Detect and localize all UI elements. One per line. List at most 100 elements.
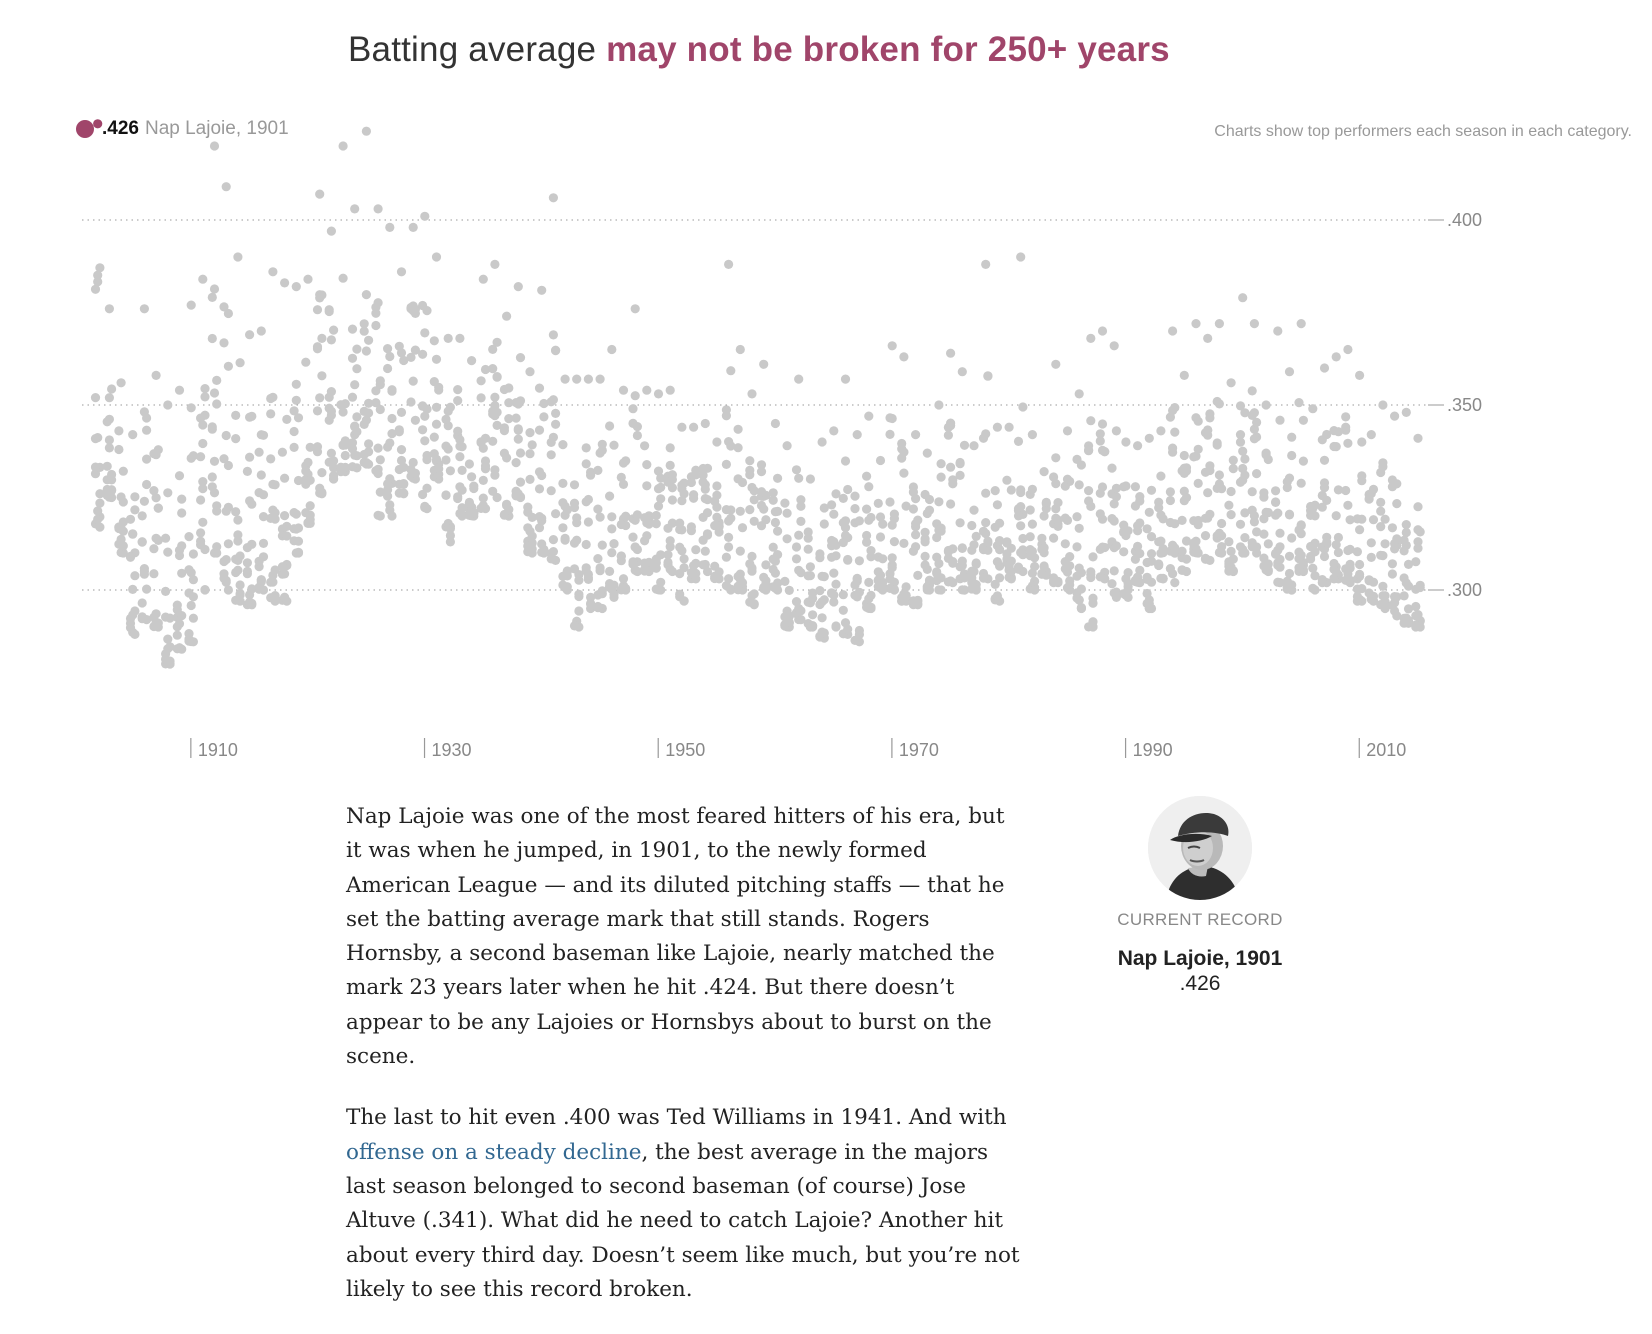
data-point <box>247 499 257 509</box>
data-point <box>1317 502 1327 512</box>
data-point <box>266 409 276 419</box>
data-point <box>702 508 713 518</box>
data-point <box>875 570 886 580</box>
data-point <box>490 411 500 421</box>
data-point <box>1263 539 1273 549</box>
data-point <box>1411 557 1421 567</box>
data-point <box>441 414 451 424</box>
data-point <box>691 465 701 475</box>
data-point <box>651 519 661 529</box>
data-point <box>235 590 245 600</box>
data-point <box>1027 430 1037 440</box>
data-point <box>196 495 206 505</box>
data-point <box>1368 515 1379 525</box>
data-point <box>1109 566 1119 576</box>
data-point <box>1341 564 1351 574</box>
data-point <box>924 575 935 585</box>
data-point <box>1226 486 1236 497</box>
data-point <box>768 582 778 592</box>
data-point <box>829 568 839 578</box>
data-point <box>118 466 128 476</box>
data-point <box>628 404 638 414</box>
data-point <box>455 452 465 462</box>
data-point <box>901 582 911 592</box>
data-point <box>663 523 673 533</box>
data-point <box>317 333 327 343</box>
data-point <box>534 383 545 393</box>
data-point <box>104 304 114 314</box>
data-point <box>361 126 371 136</box>
data-point <box>1333 547 1343 558</box>
data-point <box>151 493 161 503</box>
data-point <box>221 506 231 516</box>
data-point <box>1121 437 1131 447</box>
data-point <box>808 593 818 604</box>
data-point <box>710 573 720 584</box>
data-point <box>209 388 220 398</box>
data-point <box>663 550 673 560</box>
data-point <box>347 324 358 334</box>
data-point <box>315 293 325 303</box>
data-point <box>1205 465 1215 476</box>
data-point <box>464 459 474 469</box>
data-point <box>1168 443 1178 453</box>
data-point <box>920 527 930 537</box>
data-point <box>282 531 292 541</box>
data-point <box>1179 463 1189 473</box>
data-point <box>1415 580 1425 590</box>
data-point <box>990 579 1000 590</box>
data-point <box>878 519 888 529</box>
data-point <box>1074 389 1084 399</box>
data-point <box>1179 370 1189 380</box>
data-point <box>934 585 944 595</box>
data-point <box>1319 551 1330 562</box>
data-point <box>724 574 734 584</box>
data-point <box>1214 470 1224 480</box>
data-point <box>1259 492 1269 502</box>
data-point <box>756 500 767 511</box>
data-point <box>1287 450 1297 461</box>
data-point <box>196 540 206 550</box>
data-point <box>266 593 276 603</box>
offense-decline-link[interactable]: offense on a steady decline <box>346 1139 642 1165</box>
data-point <box>642 531 652 541</box>
data-point <box>1133 541 1143 552</box>
data-point <box>1193 515 1203 526</box>
data-point <box>698 560 708 570</box>
data-point <box>476 393 486 403</box>
data-point <box>338 273 348 283</box>
data-point <box>523 502 533 512</box>
data-point <box>1366 430 1376 440</box>
data-point <box>1165 412 1175 422</box>
data-point <box>992 557 1003 567</box>
data-point <box>978 526 989 536</box>
data-point <box>843 484 853 495</box>
data-point <box>773 473 783 483</box>
data-point <box>1100 542 1110 553</box>
data-point <box>289 524 299 534</box>
data-point <box>480 364 491 375</box>
data-point <box>1013 511 1024 521</box>
data-point <box>114 426 124 436</box>
data-point <box>399 462 409 472</box>
data-point <box>1298 456 1308 466</box>
data-point <box>770 418 781 429</box>
data-point <box>254 582 264 592</box>
data-point <box>453 385 463 395</box>
data-point <box>1380 539 1390 549</box>
data-point <box>245 330 255 340</box>
data-point <box>1322 495 1332 505</box>
data-point <box>350 204 360 214</box>
x-tick-label: 1930 <box>432 740 472 760</box>
data-point <box>139 304 149 314</box>
data-point <box>1378 581 1388 591</box>
data-point <box>258 430 269 440</box>
data-point <box>1084 445 1094 455</box>
data-point <box>198 477 208 487</box>
data-point <box>373 204 383 214</box>
data-point <box>445 530 455 541</box>
data-point <box>1072 454 1082 464</box>
data-point <box>735 546 745 556</box>
data-point <box>1142 524 1152 534</box>
data-point <box>616 472 626 482</box>
